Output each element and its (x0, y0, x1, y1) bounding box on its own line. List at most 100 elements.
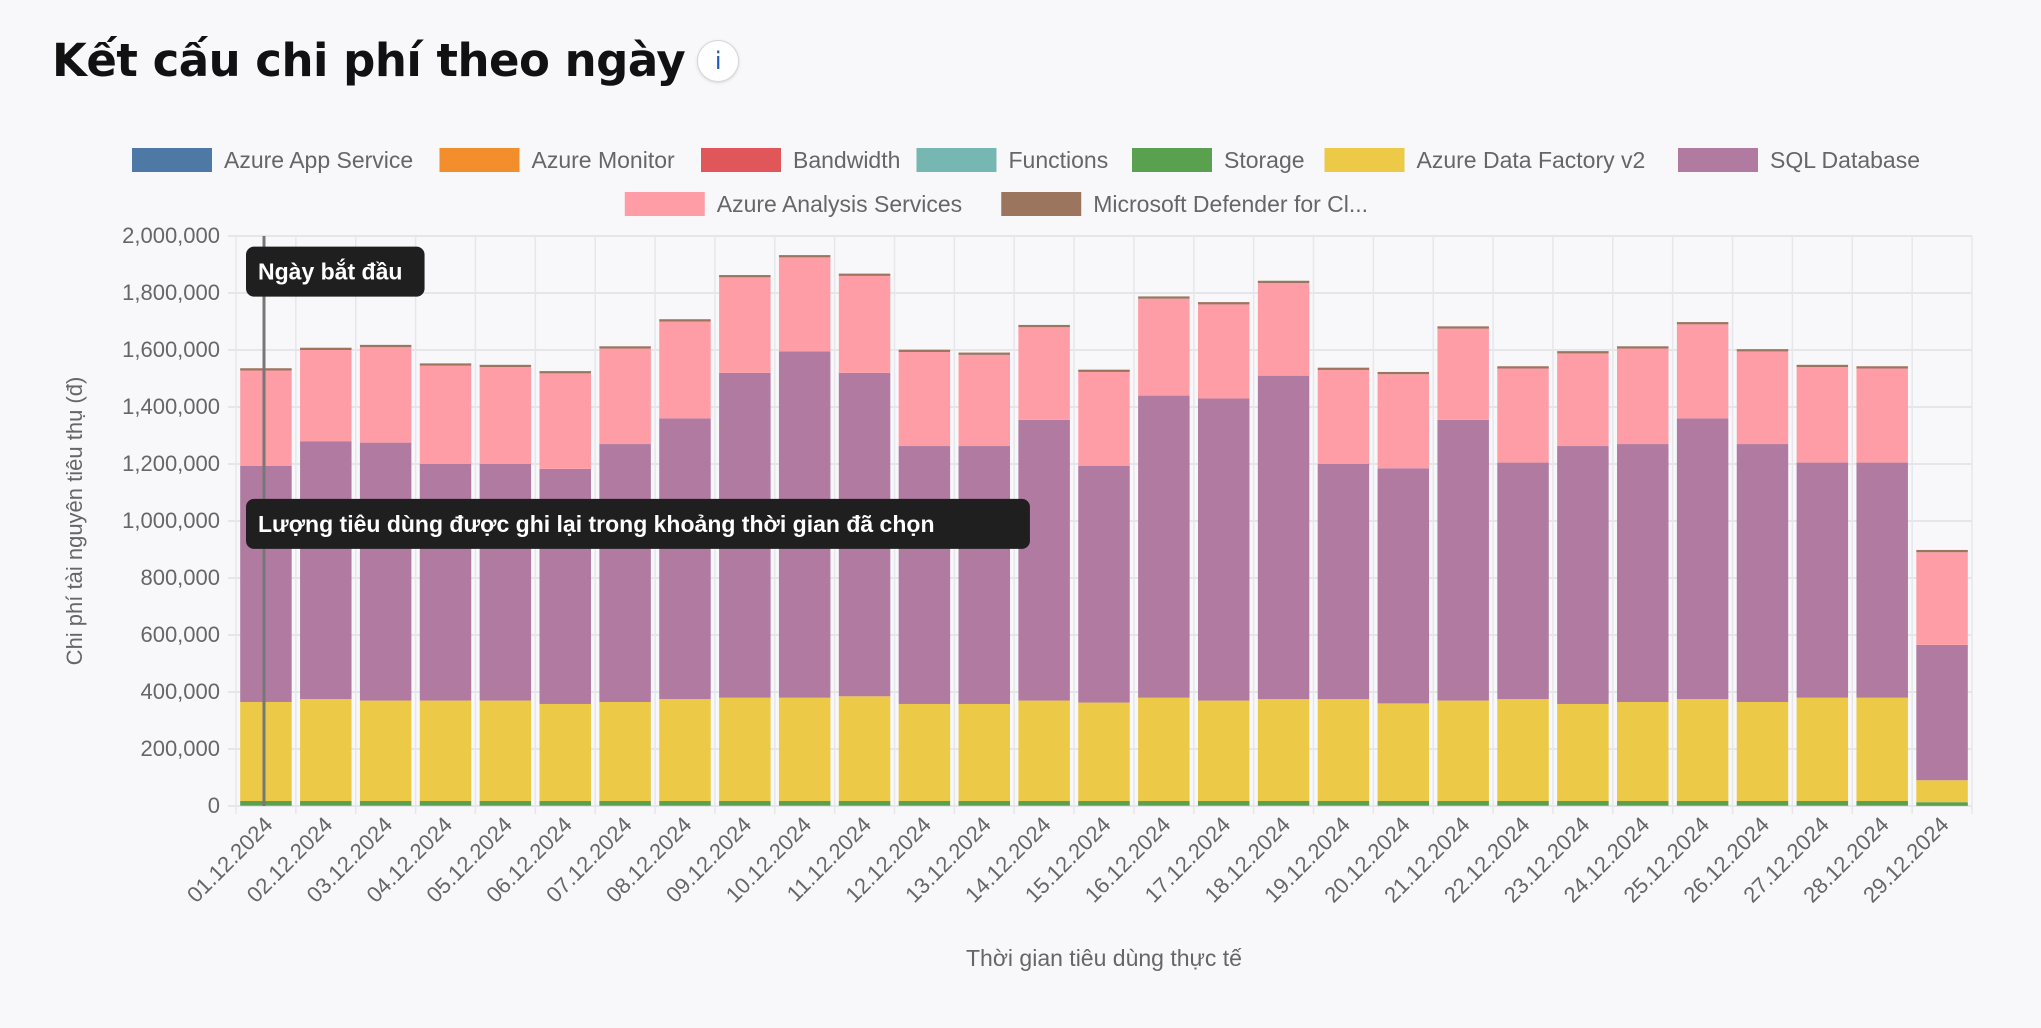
bar-segment (1257, 375, 1310, 700)
title-row: Kết cấu chi phí theo ngày i (52, 34, 740, 87)
bar-segment (1557, 446, 1609, 704)
y-tick-label: 200,000 (140, 736, 220, 761)
bar-segment (1916, 552, 1968, 645)
bar-segment (599, 444, 651, 702)
bar-segment (359, 801, 412, 806)
legend-label: Azure Monitor (532, 147, 676, 173)
bar-segment (599, 701, 651, 802)
bar-segment (898, 703, 951, 802)
bar-segment (1317, 801, 1370, 806)
bar-segment (1796, 462, 1849, 698)
bar-segment (719, 277, 771, 373)
bar-segment (1078, 465, 1130, 703)
bar-segment (719, 801, 771, 806)
bar-segment (1617, 346, 1669, 349)
bar-segment (1317, 369, 1370, 464)
bar-segment (1557, 703, 1609, 802)
annotation-recorded-usage: Lượng tiêu dùng được ghi lại trong khoản… (258, 511, 935, 537)
bar-segment (1916, 644, 1968, 781)
bar-segment (898, 446, 951, 704)
bar-segment (1856, 462, 1908, 698)
legend-label: Functions (1009, 147, 1109, 173)
bar-segment (898, 349, 951, 352)
bar-segment (419, 801, 472, 806)
bar-segment (1018, 324, 1070, 328)
bar-segment (778, 255, 831, 258)
bar-segment (1676, 418, 1729, 700)
bar-segment (419, 363, 472, 366)
bar-segment (838, 801, 891, 806)
y-tick-label: 1,600,000 (122, 337, 220, 362)
bar-segment (778, 257, 831, 352)
bar-segment (1317, 464, 1370, 700)
bar-segment (1197, 302, 1250, 305)
bar-segment (1736, 801, 1789, 806)
y-tick-label: 400,000 (140, 679, 220, 704)
legend-swatch (439, 148, 520, 172)
bar-segment (599, 801, 651, 806)
bar-segment (898, 351, 951, 447)
bar-segment (1736, 349, 1789, 352)
bar-segment (1257, 280, 1310, 284)
bar-segment (479, 364, 532, 368)
legend-swatch (1001, 192, 1082, 216)
bar-segment (479, 367, 532, 464)
bar-segment (1437, 419, 1489, 701)
bar-segment (719, 697, 771, 802)
bar-segment (599, 348, 651, 445)
bar-segment (1676, 322, 1729, 325)
info-icon[interactable]: i (697, 39, 740, 82)
bar-segment (1736, 444, 1789, 702)
bar-segment (539, 703, 591, 802)
bar-segment (359, 347, 412, 443)
legend-swatch (1132, 148, 1212, 172)
bar-segment (958, 801, 1011, 806)
bar-segment (1138, 697, 1190, 802)
bar-segment (1018, 327, 1070, 420)
legend-swatch (1324, 148, 1405, 172)
bar-segment (1856, 801, 1908, 806)
bar-segment (1197, 700, 1250, 802)
bar-segment (1437, 328, 1489, 420)
bar-segment (359, 700, 412, 802)
bar-segment (479, 801, 532, 806)
legend-label: Storage (1224, 147, 1305, 173)
bar-segment (1437, 326, 1489, 329)
bar-segment (359, 344, 412, 348)
bar-segment (240, 370, 292, 466)
bar-segment (1497, 699, 1549, 802)
bar-segment (1497, 368, 1549, 463)
bar-segment (1497, 801, 1549, 806)
y-tick-label: 800,000 (140, 565, 220, 590)
bar-segment (419, 700, 472, 802)
bar-segment (1377, 374, 1430, 469)
bar-segment (898, 801, 951, 806)
legend-label: Azure App Service (224, 147, 413, 173)
bar-segment (1617, 801, 1669, 806)
bar-segment (479, 700, 532, 802)
page-title: Kết cấu chi phí theo ngày (52, 34, 686, 87)
bar-segment (300, 350, 352, 442)
bar-segment (1377, 371, 1430, 375)
bar-segment (958, 352, 1011, 355)
bar-segment (1257, 699, 1310, 802)
bar-segment (1078, 371, 1130, 466)
bar-segment (1617, 701, 1669, 802)
bar-segment (1078, 702, 1130, 802)
bar-segment (1736, 351, 1789, 445)
y-tick-label: 1,800,000 (122, 280, 220, 305)
bar-segment (1796, 801, 1849, 806)
annotation-box (246, 246, 425, 297)
bar-segment (659, 319, 711, 322)
legend-swatch (916, 148, 997, 172)
bar-segment (1676, 801, 1729, 806)
bar-segment (838, 273, 891, 276)
bar-segment (659, 321, 711, 419)
bar-segment (300, 347, 352, 350)
annotation-start-date: Ngày bắt đầu (258, 258, 402, 285)
bar-segment (300, 441, 352, 700)
bar-segment (1138, 298, 1190, 396)
bar-segment (240, 801, 292, 806)
